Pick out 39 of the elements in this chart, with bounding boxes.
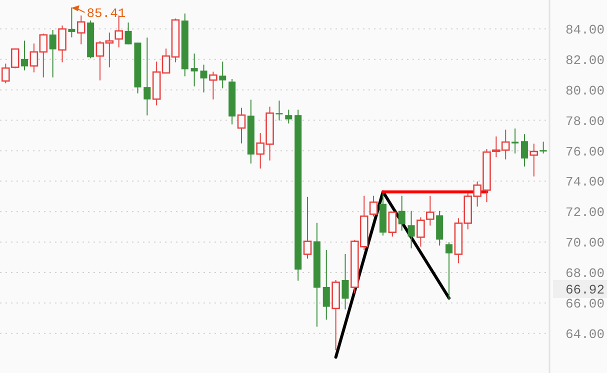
y-tick-label: 74.00	[565, 174, 605, 190]
candlestick	[540, 141, 547, 154]
y-tick-label: 68.00	[565, 266, 605, 282]
candlestick	[276, 100, 283, 121]
candlestick	[237, 107, 246, 144]
y-tick-label: 64.00	[565, 326, 605, 342]
candlestick	[219, 61, 226, 89]
candlestick	[68, 6, 76, 38]
candlestick	[303, 196, 312, 260]
candlestick	[190, 53, 198, 87]
candlestick	[58, 25, 66, 63]
y-tick-label: 66.00	[565, 296, 605, 312]
candlestick	[322, 249, 330, 320]
y-tick-label: 80.00	[565, 83, 605, 98]
y-tick-label: 70.00	[565, 236, 605, 251]
annotation: 85.41	[86, 6, 126, 22]
candlestick	[21, 40, 28, 71]
y-tick-label: 78.00	[565, 114, 605, 129]
candlestick	[408, 210, 415, 249]
candlestick	[530, 143, 538, 177]
candlestick	[512, 128, 519, 154]
candlestick	[209, 71, 218, 100]
candlestick	[369, 195, 378, 217]
candlestick	[285, 109, 292, 124]
candlestick	[342, 253, 349, 310]
text: 66.92	[565, 282, 605, 298]
y-tick-label: 72.00	[565, 205, 605, 220]
candlestick	[76, 15, 86, 45]
candlestick	[388, 212, 397, 238]
y-tick-label: 84.00	[565, 22, 605, 38]
candlestick	[49, 29, 56, 78]
y-tick-label: 76.00	[565, 144, 605, 160]
candlestick	[124, 22, 132, 45]
candlestick	[446, 242, 453, 301]
candlestick	[200, 64, 208, 93]
candlestick	[398, 195, 406, 232]
candlestick	[144, 37, 151, 116]
y-tick-label: 82.00	[565, 52, 605, 68]
candlestick	[520, 134, 528, 168]
